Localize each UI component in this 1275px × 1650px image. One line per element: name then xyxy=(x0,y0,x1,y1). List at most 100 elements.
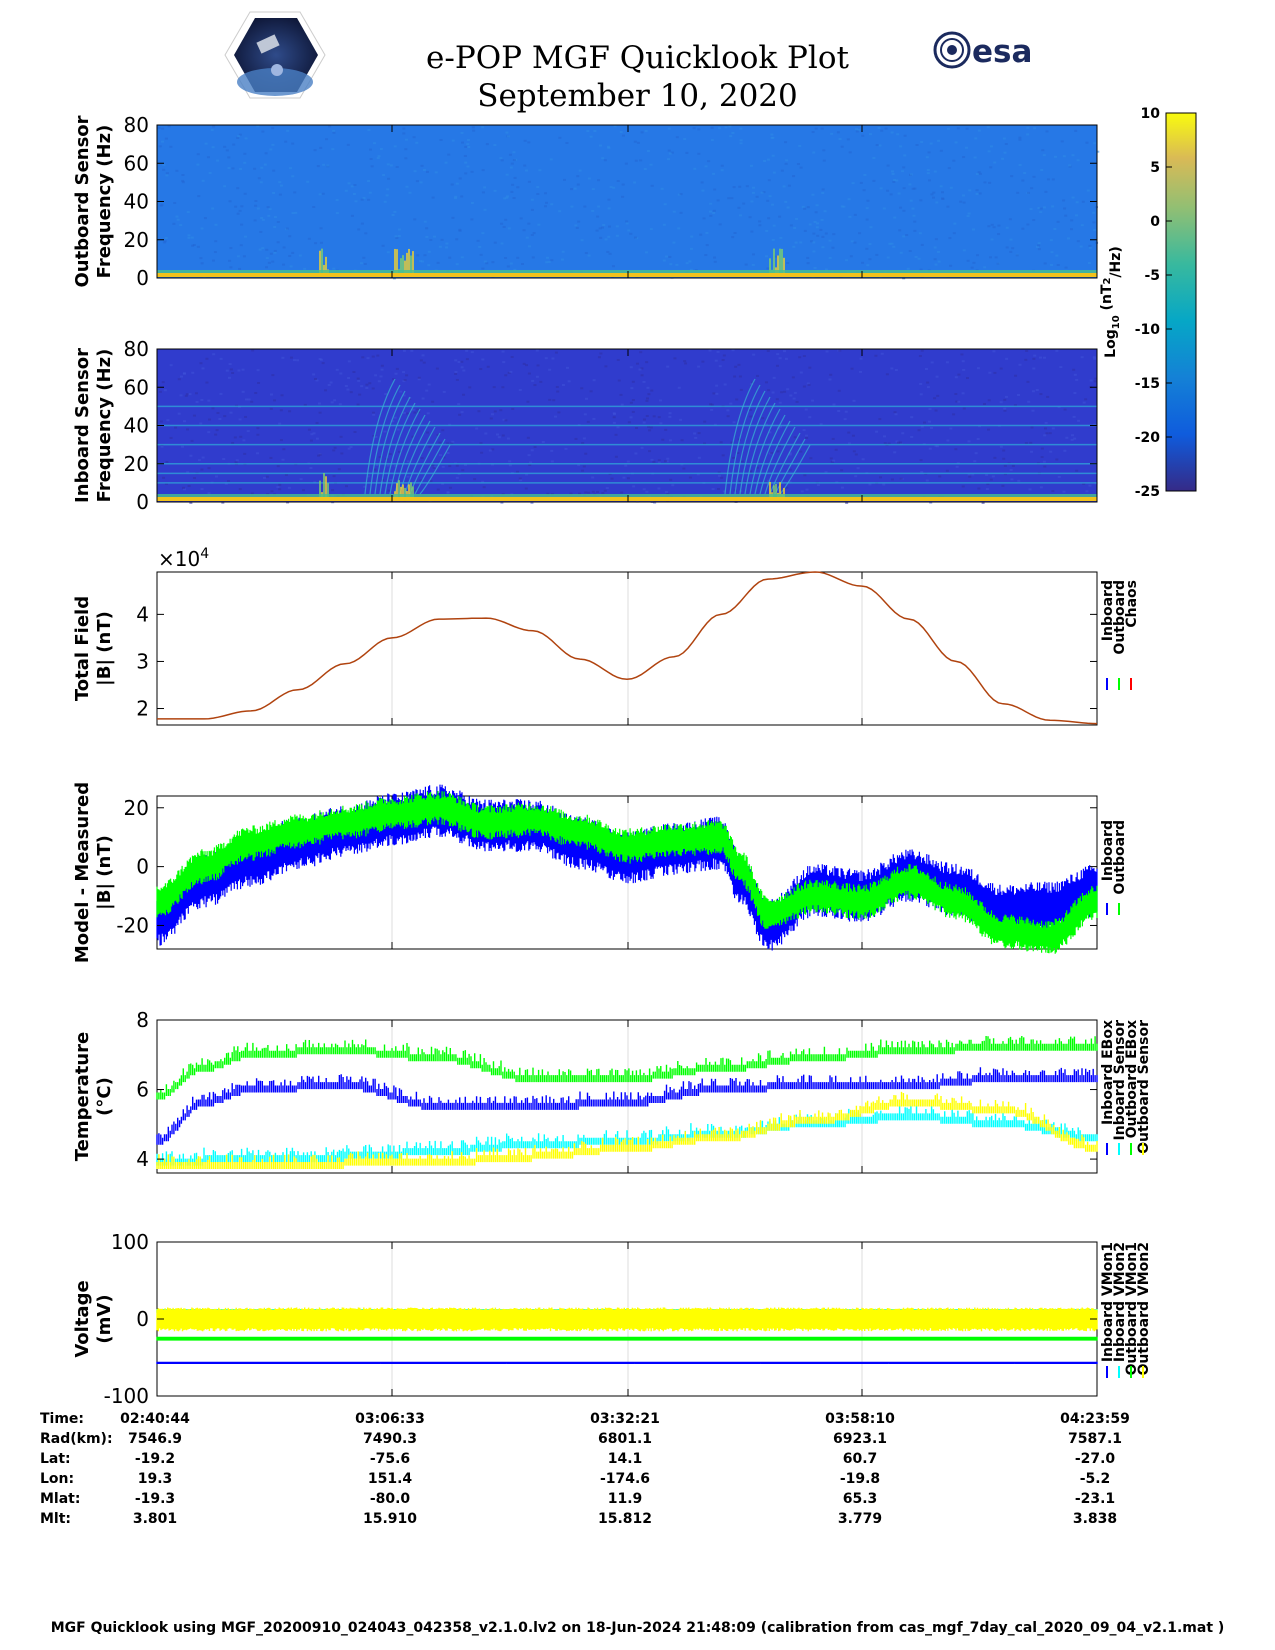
spectrogram-cell xyxy=(701,360,705,363)
spectrogram-cell xyxy=(739,142,743,145)
spectrogram-cell xyxy=(610,276,614,279)
spectrogram-cell xyxy=(832,403,836,406)
spectrogram-cell xyxy=(1029,441,1033,444)
spectrogram-cell xyxy=(990,223,994,226)
spectrogram-cell xyxy=(803,229,807,232)
spectrogram-cell xyxy=(356,377,360,380)
spectrogram-cell xyxy=(543,205,547,208)
spectrogram-cell xyxy=(420,260,424,263)
spectrogram-cell xyxy=(732,421,736,424)
spectrogram-cell xyxy=(1053,155,1057,158)
spectrogram-cell xyxy=(544,201,548,204)
voltage-ylabel: Voltage (mV) xyxy=(72,1280,115,1357)
spectrogram-cell xyxy=(434,171,438,174)
spectrogram-cell xyxy=(419,181,423,184)
spectrogram-cell xyxy=(161,127,165,130)
spectrogram-cell xyxy=(993,161,997,164)
series-voltage xyxy=(156,1307,1098,1332)
spectrogram-cell xyxy=(815,226,819,229)
spectrogram-cell xyxy=(697,365,701,368)
spectrogram-cell xyxy=(518,477,522,480)
spectrogram-cell xyxy=(460,366,464,369)
spectrogram-cell xyxy=(530,501,534,504)
spectrogram-cell xyxy=(1070,219,1074,222)
spectrogram-cell xyxy=(932,196,936,199)
spectrogram-cell xyxy=(372,413,376,416)
spectrogram-cell xyxy=(544,192,548,195)
spectrogram-cell xyxy=(483,208,487,211)
spectrogram-cell xyxy=(227,376,231,379)
spectrogram-cell xyxy=(612,416,616,419)
spectrogram-cell xyxy=(1035,245,1039,248)
spectrogram-cell xyxy=(1030,450,1034,453)
spectrogram-cell xyxy=(322,163,326,166)
spectrogram-cell xyxy=(735,398,739,401)
spectrogram-cell xyxy=(181,181,185,184)
spectrogram-cell xyxy=(358,393,362,396)
spectrogram-cell xyxy=(332,129,336,132)
spectrogram-cell xyxy=(635,362,639,365)
spectrogram-cell xyxy=(507,371,511,374)
spectrogram-cell xyxy=(910,435,914,438)
ephemeris-value: -27.0 xyxy=(1074,1451,1116,1467)
spectrogram-cell xyxy=(937,139,941,142)
spectrogram-cell xyxy=(933,397,937,400)
spectrogram-cell xyxy=(780,169,784,172)
spectrogram-cell xyxy=(920,349,924,352)
spectrogram-cell xyxy=(717,471,721,474)
spectrogram-cell xyxy=(968,475,972,478)
spectrogram-cell xyxy=(438,454,442,457)
spectrogram-cell xyxy=(179,375,183,378)
spectrogram-cell xyxy=(697,152,701,155)
spectrogram-cell xyxy=(460,256,464,259)
spectrogram-cell xyxy=(825,350,829,353)
spectrogram-cell xyxy=(1046,395,1050,398)
spectrogram-cell xyxy=(279,409,283,412)
spectrogram-cell xyxy=(1075,201,1079,204)
spectrogram-cell xyxy=(786,206,790,209)
spectrogram-cell xyxy=(379,147,383,150)
spectrogram-cell xyxy=(442,390,446,393)
spectrogram-cell xyxy=(527,141,531,144)
spectrogram-cell xyxy=(962,249,966,252)
spectrogram-cell xyxy=(405,185,409,188)
spectrogram-cell xyxy=(671,484,675,487)
wave-arc xyxy=(779,444,811,495)
spectrogram-cell xyxy=(824,232,828,235)
spectrogram-cell xyxy=(821,188,825,191)
spectrogram-cell xyxy=(288,254,292,257)
spectrogram-cell xyxy=(505,173,509,176)
spectrogram-cell xyxy=(470,201,474,204)
spectrogram-cell xyxy=(513,176,517,179)
spectrogram-cell xyxy=(886,189,890,192)
spectrogram-cell xyxy=(554,415,558,418)
spectrogram-cell xyxy=(875,430,879,433)
spectrogram-cell xyxy=(767,179,771,182)
spectrogram-cell xyxy=(946,439,950,442)
spectrogram-cell xyxy=(737,206,741,209)
spectrogram-cell xyxy=(778,215,782,218)
spectrogram-cell xyxy=(971,473,975,476)
ylabel-line: Frequency (Hz) xyxy=(94,125,115,279)
spectrogram-cell xyxy=(455,464,459,467)
ephemeris-value: -19.8 xyxy=(839,1471,881,1487)
spectrogram-cell xyxy=(981,501,985,504)
spectrogram-cell xyxy=(164,236,168,239)
spectrogram-cell xyxy=(187,485,191,488)
spectrogram-cell xyxy=(238,267,242,270)
spectrogram-cell xyxy=(1093,380,1097,383)
spectrogram-cell xyxy=(451,216,455,219)
spectrogram-cell xyxy=(812,151,816,154)
spectrogram-cell xyxy=(634,236,638,239)
spectrogram-cell xyxy=(1048,432,1052,435)
spectrogram-cell xyxy=(368,191,372,194)
spectrogram-cell xyxy=(502,361,506,364)
spectrogram-cell xyxy=(324,389,328,392)
spectrogram-cell xyxy=(273,399,277,402)
spectrogram-cell xyxy=(595,229,599,232)
series-temperature xyxy=(156,1091,1098,1169)
spectrogram-cell xyxy=(265,475,269,478)
spectrogram-cell xyxy=(561,384,565,387)
spectrogram-cell xyxy=(815,222,819,225)
